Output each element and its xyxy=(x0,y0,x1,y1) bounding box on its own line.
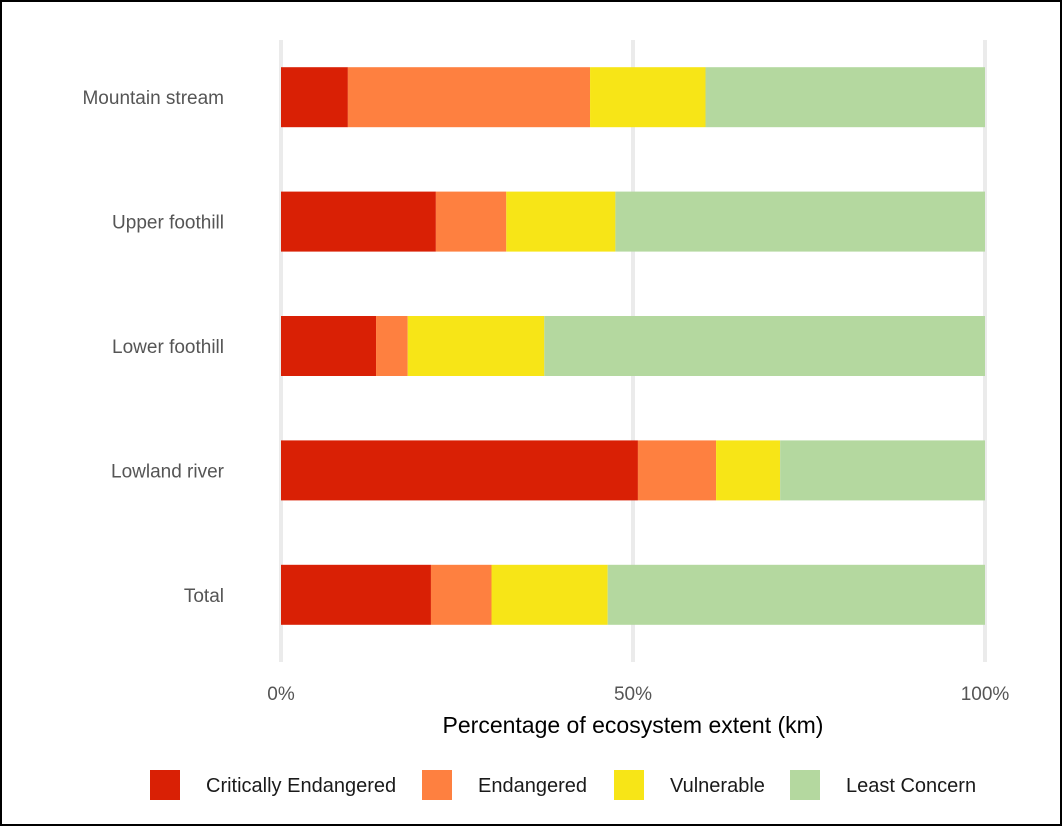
legend-key-1 xyxy=(422,770,452,800)
bar-segment-4-2 xyxy=(491,564,608,625)
bar-group-2 xyxy=(281,316,985,376)
bar-segment-1-3 xyxy=(615,191,985,252)
bar-segment-2-2 xyxy=(407,316,545,376)
x-tick-label-0: 0% xyxy=(267,684,295,705)
bar-segment-1-2 xyxy=(506,191,616,252)
bar-segment-0-2 xyxy=(590,67,706,128)
category-labels: Mountain stream Upper foothill Lower footh… xyxy=(82,88,224,607)
bar-group-1 xyxy=(281,191,985,252)
legend-key-2 xyxy=(614,770,644,800)
bar-segment-0-1 xyxy=(347,67,591,128)
category-label-1: Upper foothill xyxy=(112,213,224,234)
bar-segment-2-3 xyxy=(544,316,985,376)
bar-segment-3-1 xyxy=(637,440,717,501)
category-label-2: Lower foothill xyxy=(112,337,224,358)
legend-label-1: Endangered xyxy=(478,775,587,797)
bar-group-3 xyxy=(281,440,985,501)
bar-segment-3-3 xyxy=(780,440,985,501)
bar-segment-2-0 xyxy=(281,316,377,376)
x-axis-title: Percentage of ecosystem extent (km) xyxy=(443,712,824,738)
bar-segment-0-3 xyxy=(705,67,985,128)
category-label-3: Lowland river xyxy=(111,461,225,482)
bar-segment-0-0 xyxy=(281,67,348,128)
legend-key-3 xyxy=(790,770,820,800)
bar-group-4 xyxy=(281,564,985,625)
bar-group-0 xyxy=(281,67,985,128)
bar-segment-3-2 xyxy=(716,440,781,501)
legend-key-0 xyxy=(150,770,180,800)
x-tick-label-1: 50% xyxy=(614,684,652,705)
bar-segment-4-1 xyxy=(430,564,492,625)
bar-segment-1-0 xyxy=(281,191,436,252)
legend: Critically Endangered Endangered Vulnerabl… xyxy=(150,770,976,800)
bar-segment-4-3 xyxy=(607,564,985,625)
x-tick-label-2: 100% xyxy=(961,684,1010,705)
category-label-0: Mountain stream xyxy=(82,88,224,109)
x-tick-labels: 0% 50% 100% xyxy=(267,684,1009,705)
category-label-4: Total xyxy=(184,586,224,607)
legend-label-0: Critically Endangered xyxy=(206,775,396,797)
legend-label-3: Least Concern xyxy=(846,775,976,797)
bars xyxy=(281,67,985,625)
legend-label-2: Vulnerable xyxy=(670,775,765,797)
bar-segment-3-0 xyxy=(281,440,638,501)
bar-segment-2-1 xyxy=(376,316,408,376)
bar-segment-1-1 xyxy=(435,191,507,252)
bar-segment-4-0 xyxy=(281,564,431,625)
